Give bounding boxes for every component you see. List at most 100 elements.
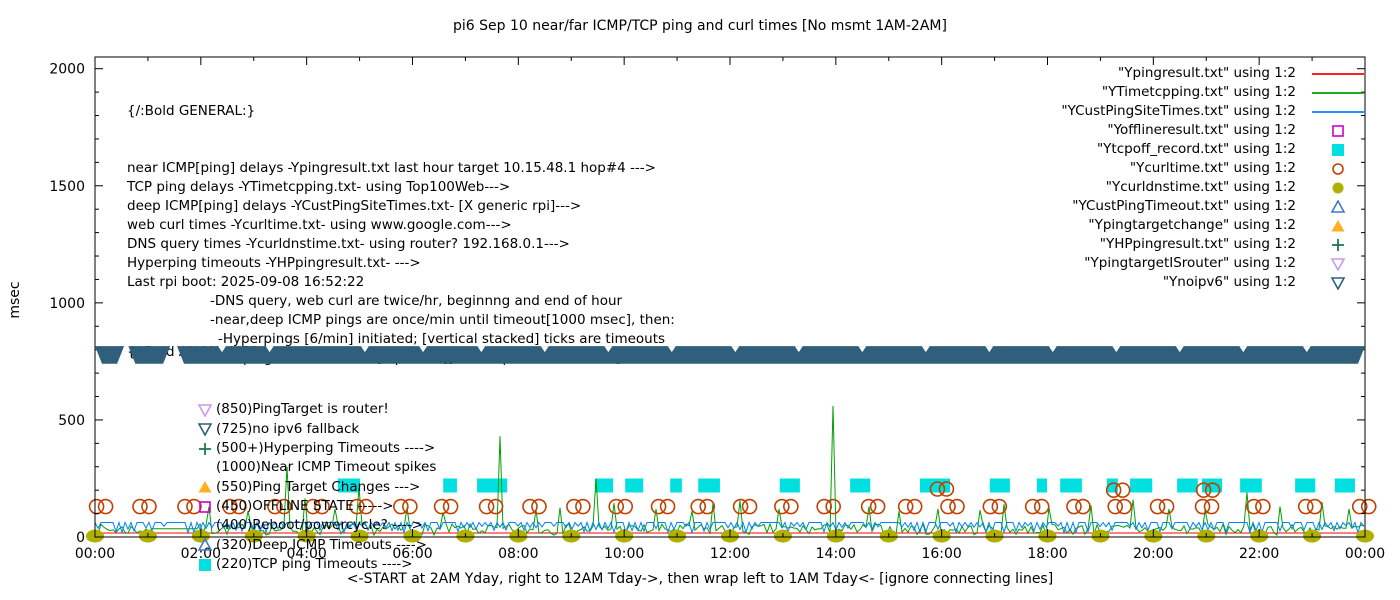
no-icon xyxy=(196,461,214,475)
legend-label: "Ycurltime.txt" using 1:2 xyxy=(1129,160,1296,176)
legend-label: "YCustPingTimeout.txt" using 1:2 xyxy=(1072,198,1296,214)
legend-entry: "Ypingtargetchange" using 1:2 xyxy=(1061,216,1366,235)
curl-time-point xyxy=(938,481,955,497)
curl-time-point xyxy=(929,481,946,497)
square-filled-icon xyxy=(196,558,214,572)
tcp-timeout-bar xyxy=(1106,478,1118,493)
curl-time-point xyxy=(1351,498,1368,515)
legend-label: "Ycurldnstime.txt" using 1:2 xyxy=(1105,179,1296,195)
line-icon xyxy=(1304,105,1366,119)
curl-time-point xyxy=(566,498,582,515)
x-tick-label: 00:00 xyxy=(75,546,115,562)
legend-entry: "Ynoipv6" using 1:2 xyxy=(1061,273,1366,292)
curl-time-point xyxy=(783,498,799,515)
x-tick-label: 00:00 xyxy=(1345,546,1385,562)
anomaly-text: (400)Reboot/powercycle? ----> xyxy=(216,517,423,534)
legend-entry: "Ypingresult.txt" using 1:2 xyxy=(1061,64,1366,83)
curl-time-point xyxy=(231,498,247,515)
tcp-timeout-bar xyxy=(1130,478,1153,493)
curl-time-point xyxy=(186,498,202,515)
anomaly-text: (320)Deep ICMP Timeouts ----> xyxy=(216,536,427,553)
tcp-timeout-bar xyxy=(1295,478,1316,493)
curl-time-point xyxy=(1246,498,1262,515)
curl-time-point xyxy=(1194,498,1211,515)
legend-entry: "YHPpingresult.txt" using 1:2 xyxy=(1061,235,1366,254)
curl-time-point xyxy=(1297,498,1314,515)
anomaly-item: (450)OFFLINE STATE -----> xyxy=(127,497,436,516)
curl-time-point xyxy=(314,498,330,515)
curl-time-point xyxy=(487,498,504,515)
tcp-timeout-bar xyxy=(1240,478,1262,493)
tcp-timeout-bar xyxy=(670,478,682,493)
general-line: Hyperping timeouts -YHPpingresult.txt- -… xyxy=(127,255,421,271)
curl-time-point xyxy=(531,498,547,515)
curl-time-point xyxy=(860,498,877,515)
circle-open-icon xyxy=(1304,162,1366,176)
curl-time-point xyxy=(940,498,956,515)
tcp-timeout-bar xyxy=(698,478,720,493)
legend-entry: "Ycurldnstime.txt" using 1:2 xyxy=(1061,178,1366,197)
curl-time-point xyxy=(1066,498,1082,515)
curl-time-point xyxy=(97,498,114,515)
curl-time-point xyxy=(1195,482,1212,498)
curl-time-point xyxy=(1204,482,1221,498)
tcp-timeout-bar xyxy=(779,478,800,493)
legend-label: "Ynoipv6" using 1:2 xyxy=(1162,274,1296,290)
legend-label: "Ypingresult.txt" using 1:2 xyxy=(1118,65,1296,81)
deep-icmp-line xyxy=(94,520,1365,535)
x-tick-label: 16:00 xyxy=(921,546,961,562)
y-tick-label: 2000 xyxy=(49,62,85,78)
chart-title: pi6 Sep 10 near/far ICMP/TCP ping and cu… xyxy=(453,18,947,34)
x-axis-label: <-START at 2AM Yday, right to 12AM Tday-… xyxy=(346,571,1054,587)
x-tick-label: 06:00 xyxy=(392,546,432,562)
curl-time-point xyxy=(522,498,538,515)
curl-time-point xyxy=(1158,498,1175,515)
curl-time-point xyxy=(1255,498,1271,515)
general-line: -near,deep ICMP pings are once/min until… xyxy=(210,312,675,328)
triangle-up-filled-icon xyxy=(196,480,214,494)
general-line: deep ICMP[ping] delays -YCustPingSiteTim… xyxy=(127,198,582,214)
legend-entry: "YCustPingSiteTimes.txt" using 1:2 xyxy=(1061,102,1366,121)
curl-time-point xyxy=(1114,482,1131,498)
curl-time-point xyxy=(1024,498,1041,515)
triangle-up-filled-icon xyxy=(1304,219,1366,233)
legend-label: "Ypingtargetchange" using 1:2 xyxy=(1088,217,1296,233)
curl-time-point xyxy=(402,498,418,515)
legend-entry: "Ytcpoff_record.txt" using 1:2 xyxy=(1061,140,1366,159)
curl-time-point xyxy=(177,498,193,515)
tcp-timeout-bar xyxy=(1060,478,1082,493)
general-line: DNS query times -Ycurldnstime.txt- using… xyxy=(127,236,570,252)
anomaly-item: (400)Reboot/powercycle? ----> xyxy=(127,516,436,535)
curl-time-point xyxy=(1306,498,1323,515)
curl-time-point xyxy=(741,498,758,515)
anomaly-item: (320)Deep ICMP Timeouts ----> xyxy=(127,536,436,555)
tcp-timeout-bar xyxy=(595,478,614,493)
curl-time-point xyxy=(991,498,1008,515)
anomaly-text: (1000)Near ICMP Timeout spikes xyxy=(216,459,437,476)
legend-entry: "YCustPingTimeout.txt" using 1:2 xyxy=(1061,197,1366,216)
curl-time-point xyxy=(1149,498,1166,515)
anomaly-text: (850)PingTarget is router! xyxy=(216,401,389,418)
tcp-timeout-bar xyxy=(989,478,1010,493)
curl-time-point xyxy=(141,498,157,515)
curl-time-point xyxy=(1107,498,1124,515)
anomaly-text: (725)no ipv6 fallback xyxy=(216,420,360,437)
general-line: Last rpi boot: 2025-09-08 16:52:22 xyxy=(127,274,365,290)
curl-time-point xyxy=(393,498,409,515)
curl-time-point xyxy=(774,498,790,515)
legend-label: "YpingtargetISrouter" using 1:2 xyxy=(1084,255,1296,271)
curl-time-point xyxy=(358,498,374,515)
general-line: -Hyperpings [6/min] initiated; [vertical… xyxy=(218,331,666,347)
tcp-timeout-bar xyxy=(1202,478,1223,493)
curl-time-point xyxy=(276,498,292,515)
y-tick-label: 1500 xyxy=(49,179,85,195)
general-line: near ICMP[ping] delays -Ypingresult.txt … xyxy=(127,160,656,176)
curl-time-point xyxy=(897,498,914,515)
x-tick-label: 18:00 xyxy=(1027,546,1067,562)
curl-time-point xyxy=(305,498,321,515)
x-tick-label: 14:00 xyxy=(816,546,856,562)
plus-icon xyxy=(196,442,214,456)
square-filled-icon xyxy=(1304,143,1366,157)
plus-icon xyxy=(1304,238,1366,252)
circle-filled-icon xyxy=(1304,181,1366,195)
